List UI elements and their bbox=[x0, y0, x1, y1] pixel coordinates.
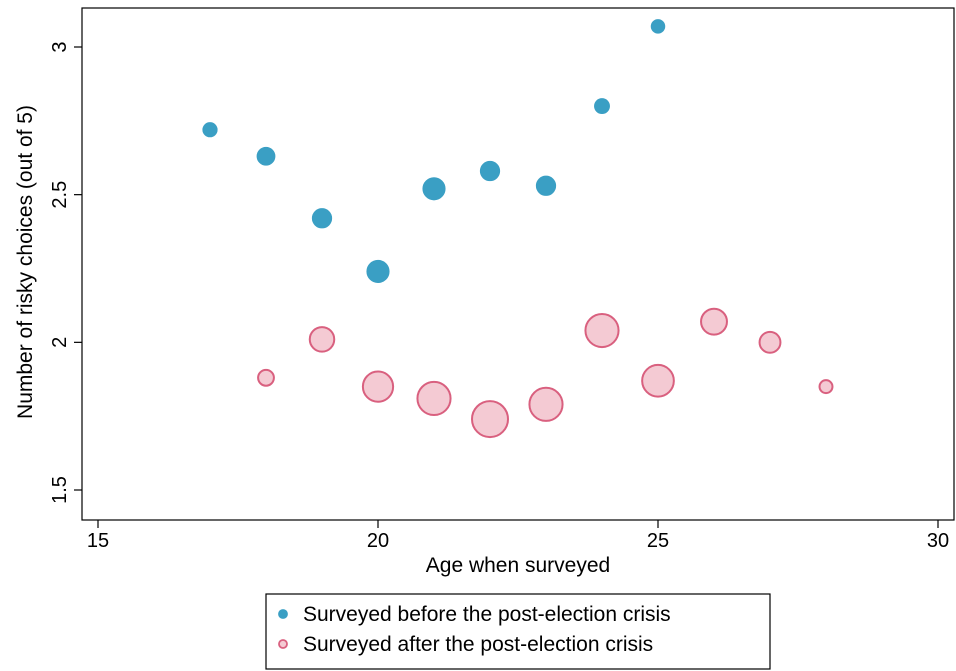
before-crisis-point bbox=[256, 146, 276, 166]
y-tick-label: 3 bbox=[49, 41, 71, 52]
before-crisis-point bbox=[650, 19, 666, 34]
before-crisis-point bbox=[311, 208, 333, 229]
before-crisis-point bbox=[535, 175, 557, 196]
x-tick-label: 30 bbox=[927, 530, 949, 552]
y-axis: 1.5 2 2.5 3 bbox=[49, 41, 82, 504]
before-crisis-point bbox=[422, 177, 446, 201]
before-crisis-point bbox=[202, 122, 218, 138]
before-crisis-point bbox=[479, 160, 501, 182]
legend-label: Surveyed after the post-election crisis bbox=[303, 633, 653, 656]
y-tick-label: 2 bbox=[49, 337, 71, 348]
y-tick-label: 2.5 bbox=[49, 181, 71, 209]
after-crisis-point bbox=[818, 379, 834, 395]
legend: Surveyed before the post-election crisis… bbox=[265, 593, 771, 670]
before-crisis-point bbox=[594, 98, 610, 115]
x-axis-title: Age when surveyed bbox=[426, 554, 610, 577]
legend-marker bbox=[278, 609, 288, 619]
after-crisis-point bbox=[471, 400, 509, 439]
after-crisis-point bbox=[700, 307, 728, 336]
after-crisis-point bbox=[416, 380, 452, 417]
after-crisis-point bbox=[584, 312, 620, 349]
x-axis: 15 20 25 30 bbox=[87, 520, 949, 552]
after-crisis-point bbox=[528, 386, 564, 422]
x-tick-label: 20 bbox=[367, 530, 389, 552]
after-crisis-point bbox=[641, 363, 675, 398]
y-axis-title: Number of risky choices (out of 5) bbox=[14, 105, 37, 419]
after-crisis-point bbox=[361, 370, 395, 403]
legend-label: Surveyed before the post-election crisis bbox=[303, 603, 671, 626]
x-tick-label: 25 bbox=[647, 530, 669, 552]
plot-frame bbox=[81, 7, 955, 521]
after-crisis-point bbox=[758, 330, 782, 354]
legend-box bbox=[265, 593, 771, 670]
after-crisis-point bbox=[257, 368, 275, 387]
y-tick-label: 1.5 bbox=[49, 476, 71, 504]
before-crisis-point bbox=[366, 259, 390, 284]
legend-marker bbox=[278, 639, 288, 649]
after-crisis-point bbox=[308, 326, 336, 353]
data-points bbox=[202, 19, 834, 439]
x-tick-label: 15 bbox=[87, 530, 109, 552]
